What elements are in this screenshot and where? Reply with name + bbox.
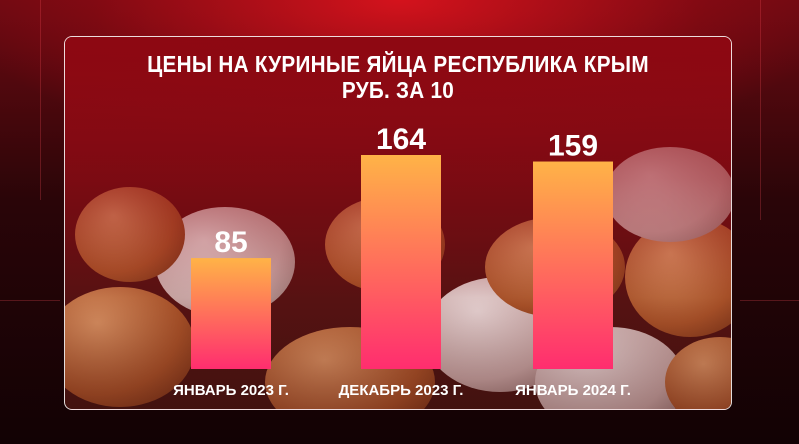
bar-2 <box>533 161 613 369</box>
bar-value-label: 164 <box>376 123 426 156</box>
bar-value-label: 159 <box>548 130 598 163</box>
category-label: ДЕКАБРЬ 2023 Г. <box>339 382 464 399</box>
bar-value-label: 85 <box>214 226 247 259</box>
bar-chart: 85 ЯНВАРЬ 2023 Г. 164 ДЕКАБРЬ 2023 Г. 159 ЯНВ… <box>173 123 631 399</box>
chart-title: ЦЕНЫ НА КУРИНЫЕ ЯЙЦА РЕСПУБЛИКА КРЫМ РУБ… <box>98 51 697 103</box>
chart-subtitle: РУБ. ЗА 10 <box>341 77 455 103</box>
decor-line <box>740 300 799 301</box>
bars-group: 85 ЯНВАРЬ 2023 Г. 164 ДЕКАБРЬ 2023 Г. 159 ЯНВ… <box>173 123 631 399</box>
decor-line <box>760 0 761 220</box>
decor-line <box>0 300 60 301</box>
decor-line <box>40 0 41 200</box>
bar-0 <box>191 258 271 369</box>
category-label: ЯНВАРЬ 2023 Г. <box>173 382 289 399</box>
chart-panel: ЦЕНЫ НА КУРИНЫЕ ЯЙЦА РЕСПУБЛИКА КРЫМ РУБ… <box>64 36 732 410</box>
bar-1 <box>361 155 441 369</box>
chart-title-line: ЦЕНЫ НА КУРИНЫЕ ЯЙЦА РЕСПУБЛИКА КРЫМ <box>147 51 649 77</box>
category-label: ЯНВАРЬ 2024 Г. <box>515 382 631 399</box>
